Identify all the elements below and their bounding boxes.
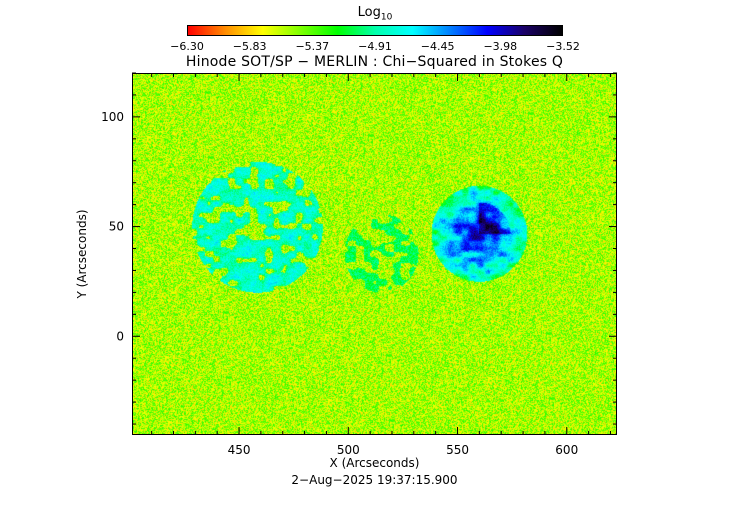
colorbar-tick-label: −3.52 <box>546 40 580 53</box>
y-tick-label: 50 <box>109 220 124 234</box>
colorbar-tick-label: −5.37 <box>295 40 330 53</box>
x-tick-label: 450 <box>228 443 251 457</box>
colorbar-title-main: Log <box>357 5 381 20</box>
x-tick-label: 550 <box>446 443 469 457</box>
y-axis-label: Y (Arcseconds) <box>75 209 89 299</box>
timestamp: 2−Aug−2025 19:37:15.900 <box>291 473 458 487</box>
colorbar <box>187 25 563 36</box>
x-tick-label: 600 <box>555 443 578 457</box>
colorbar-title: Log10 <box>330 5 420 23</box>
colorbar-tick-label: −6.30 <box>170 40 204 53</box>
colorbar-tick-label: −4.45 <box>420 40 455 53</box>
y-tick-label: 0 <box>116 329 124 343</box>
colorbar-tick-label: −4.91 <box>358 40 392 53</box>
x-tick-label: 500 <box>337 443 360 457</box>
plot-frame <box>132 73 617 435</box>
chart-title: Hinode SOT/SP − MERLIN : Chi−Squared in … <box>185 54 564 70</box>
heatmap-image <box>133 74 616 434</box>
colorbar-tick-label: −3.98 <box>483 40 518 53</box>
colorbar-title-subscript: 10 <box>380 12 393 23</box>
y-tick-label: 100 <box>101 110 124 124</box>
x-axis-label: X (Arcseconds) <box>329 456 420 470</box>
colorbar-tick-label: −5.83 <box>232 40 267 53</box>
